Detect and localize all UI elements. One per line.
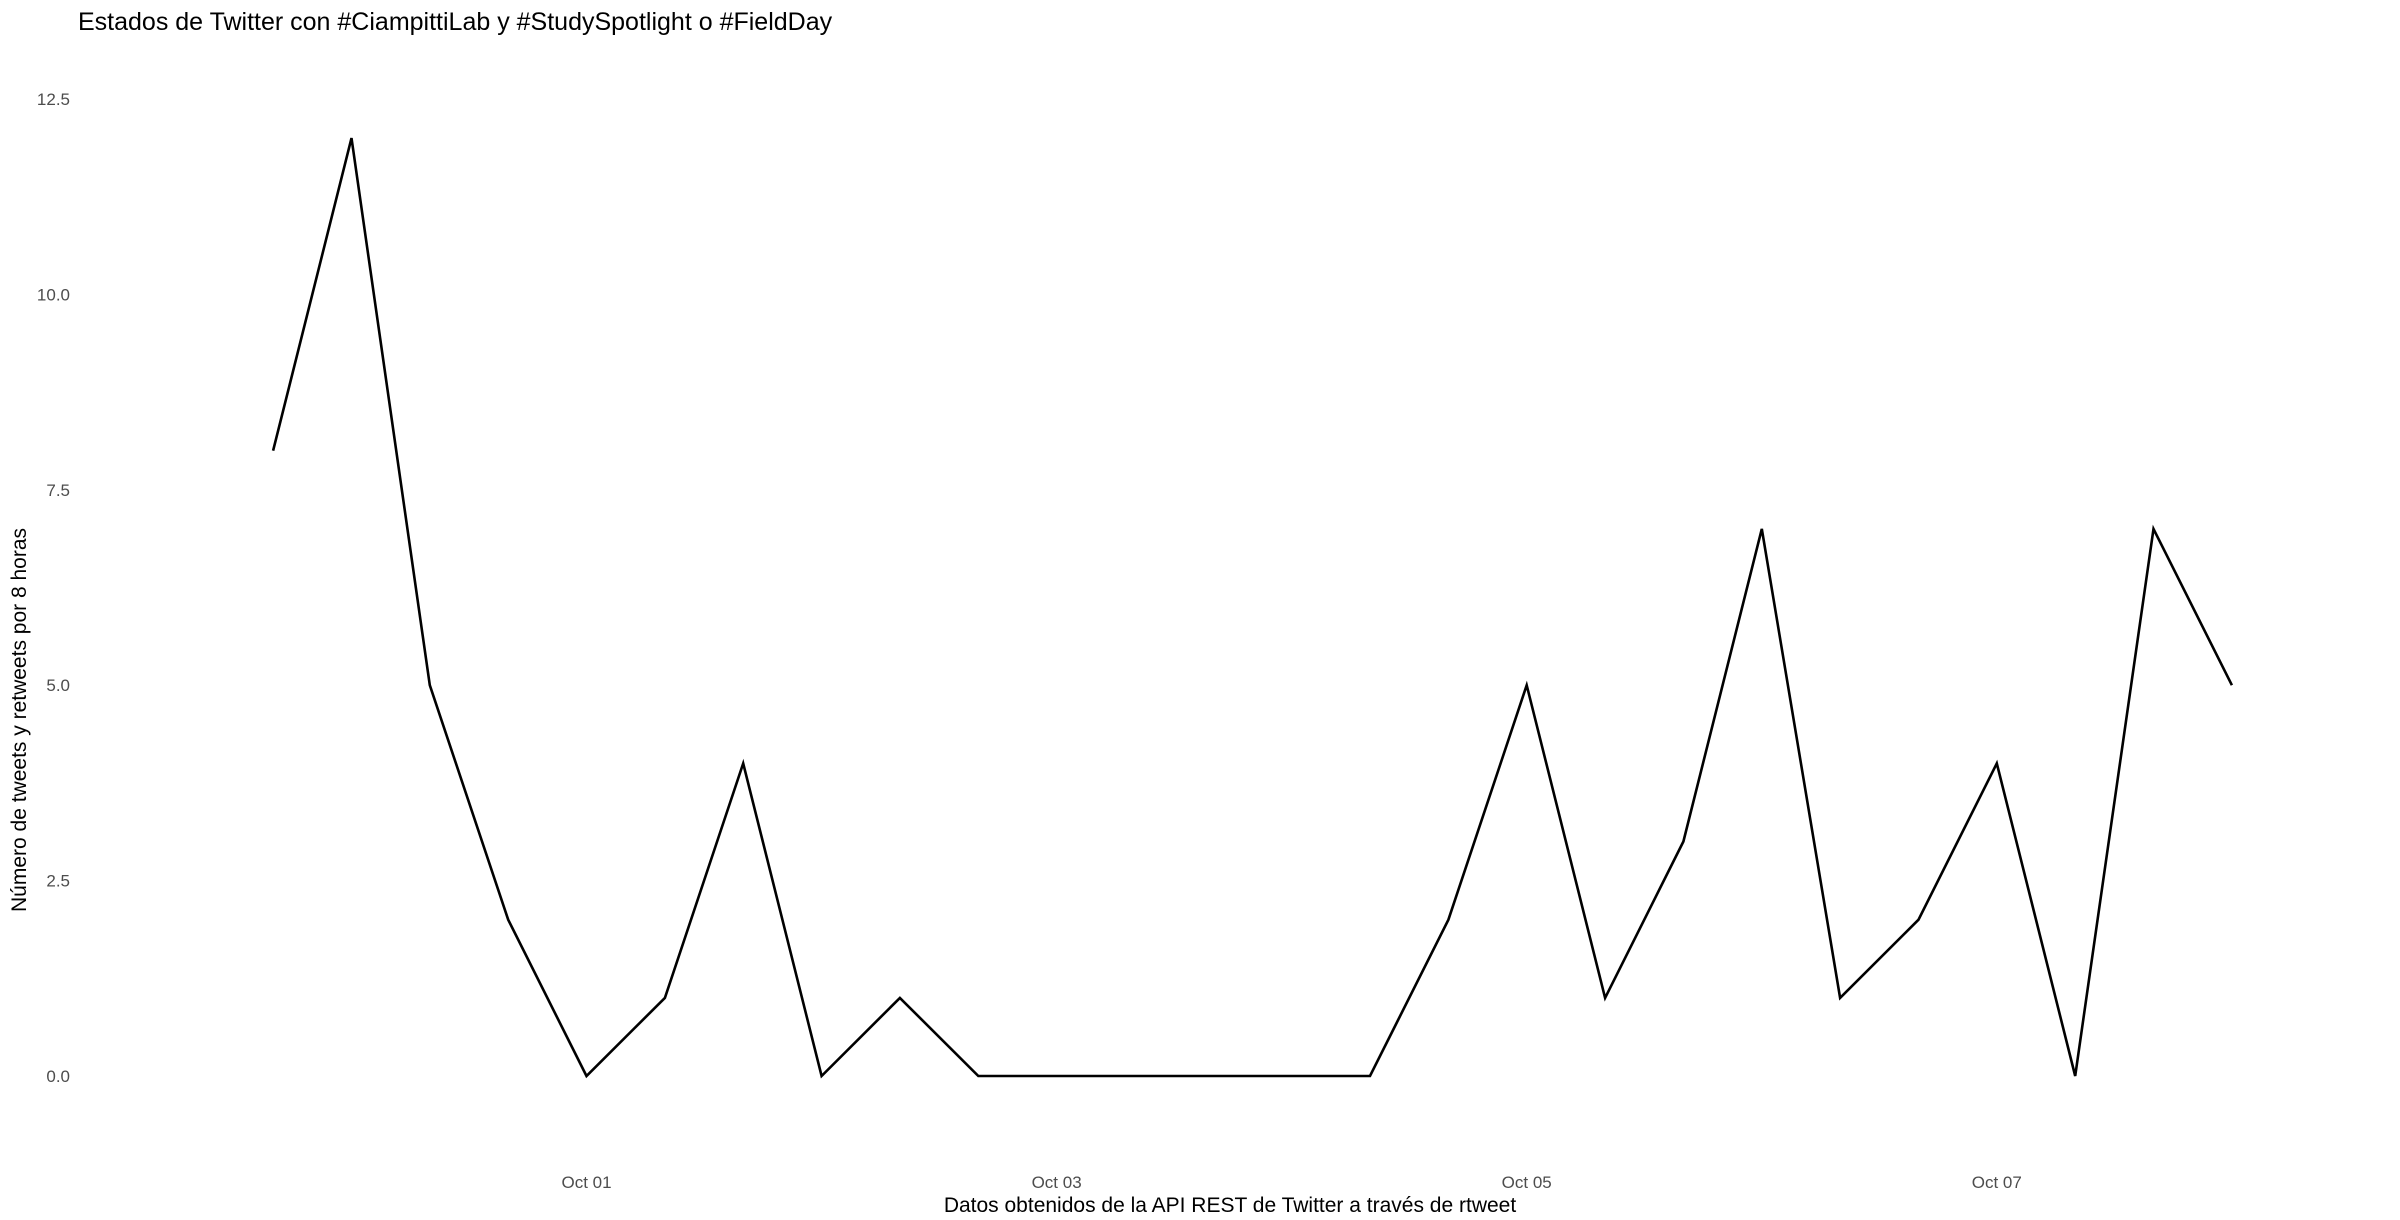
- y-tick-label: 10.0: [37, 285, 70, 304]
- x-axis-label: Datos obtenidos de la API REST de Twitte…: [944, 1194, 1517, 1217]
- chart-title: Estados de Twitter con #CiampittiLab y #…: [78, 8, 833, 36]
- y-axis-ticks: 0.0 2.5 5.0 7.5 10.0 12.5: [37, 90, 70, 1086]
- y-tick-label: 12.5: [37, 90, 70, 109]
- y-axis-label: Número de tweets y retweets por 8 horas: [8, 528, 31, 912]
- y-tick-label: 7.5: [46, 481, 70, 500]
- x-tick-label: Oct 01: [561, 1173, 611, 1192]
- y-tick-label: 0.0: [46, 1067, 70, 1086]
- x-tick-label: Oct 03: [1032, 1173, 1082, 1192]
- x-tick-label: Oct 07: [1972, 1173, 2022, 1192]
- series-lines: [271, 137, 2234, 1079]
- x-axis-ticks: Oct 01 Oct 03 Oct 05 Oct 07: [561, 1173, 2021, 1192]
- y-tick-label: 2.5: [46, 872, 70, 891]
- series-line: [271, 137, 2234, 1079]
- y-tick-label: 5.0: [46, 676, 70, 695]
- x-tick-label: Oct 05: [1502, 1173, 1552, 1192]
